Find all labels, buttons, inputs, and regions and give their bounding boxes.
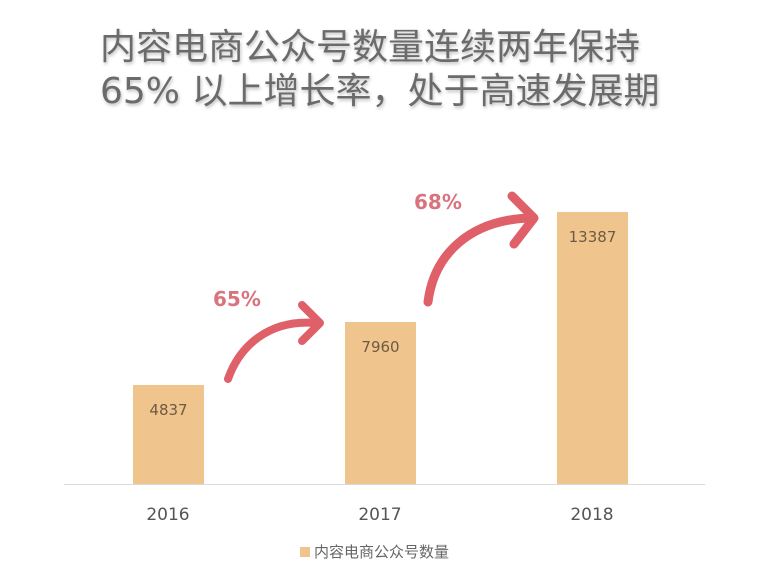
chart-title-line-1: 内容电商公众号数量连续两年保持 (100, 27, 641, 68)
chart-title-line-2: 65% 以上增长率，处于高速发展期 (100, 71, 660, 112)
bar-2018: 13387 (557, 212, 628, 484)
x-tick-2017: 2017 (358, 505, 402, 525)
bar-2016: 4837 (133, 385, 204, 484)
x-tick-2016: 2016 (146, 505, 190, 525)
curved-arrow-icon (423, 191, 539, 307)
legend-swatch (300, 546, 310, 557)
chart-legend: 内容电商公众号数量 (300, 541, 449, 562)
bar-value-label: 4837 (149, 401, 188, 419)
x-axis-line (64, 484, 705, 485)
legend-label: 内容电商公众号数量 (314, 543, 450, 561)
curved-arrow-icon (224, 301, 324, 383)
x-tick-2018: 2018 (570, 505, 614, 525)
bar-2017: 7960 (345, 322, 416, 484)
growth-label-2018: 68% (414, 190, 462, 214)
bar-value-label: 13387 (568, 228, 617, 246)
bar-value-label: 7960 (361, 338, 400, 356)
chart-title: 内容电商公众号数量连续两年保持 65% 以上增长率，处于高速发展期 (100, 26, 700, 114)
growth-label-2017: 65% (213, 287, 261, 311)
